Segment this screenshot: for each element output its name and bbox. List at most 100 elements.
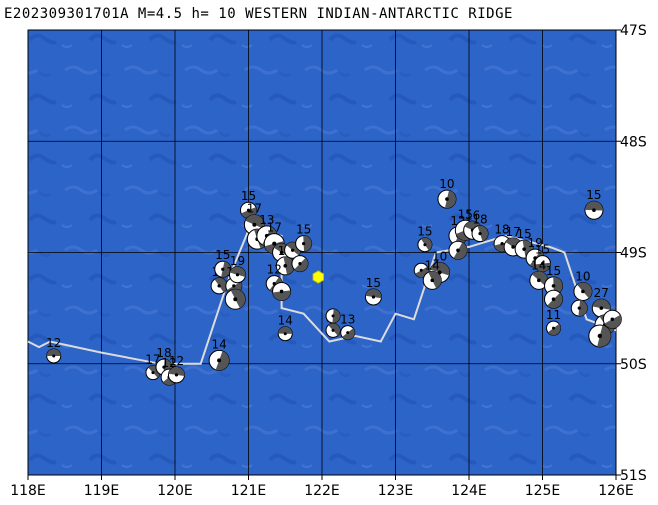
mechanism-center bbox=[279, 250, 284, 255]
compressional-quadrant bbox=[534, 262, 551, 272]
mechanism-center bbox=[371, 295, 376, 299]
lat-tick-label: 48S bbox=[620, 134, 647, 150]
depth-label: 10 bbox=[432, 250, 447, 264]
focal-mechanism bbox=[325, 308, 341, 324]
focal-mechanism: 15 bbox=[417, 225, 433, 253]
depth-label: 15 bbox=[366, 276, 381, 290]
lon-tick-label: 119E bbox=[84, 483, 120, 499]
depth-label: 27 bbox=[594, 286, 609, 300]
mechanism-center bbox=[162, 365, 166, 369]
focal-mechanism: 15 bbox=[584, 188, 604, 220]
compressional-quadrant bbox=[283, 256, 295, 275]
depth-label: 17 bbox=[505, 225, 520, 239]
compressional-quadrant bbox=[221, 261, 231, 278]
mechanism-center bbox=[331, 328, 335, 332]
depth-label: 14 bbox=[278, 314, 293, 328]
depth-label: 10 bbox=[439, 177, 454, 191]
mechanism-center bbox=[272, 241, 277, 246]
lon-tick-label: 125E bbox=[525, 483, 561, 499]
mechanism-center bbox=[423, 243, 427, 247]
depth-label: 18 bbox=[494, 223, 509, 237]
mechanism-center bbox=[217, 284, 221, 288]
compressional-quadrant bbox=[46, 348, 61, 356]
mechanism-center bbox=[500, 242, 504, 246]
mechanism-center bbox=[445, 197, 449, 201]
compressional-quadrant bbox=[168, 366, 185, 376]
mechanism-center bbox=[581, 289, 585, 294]
depth-label: 15 bbox=[296, 223, 311, 237]
mechanism-center bbox=[430, 278, 435, 283]
mechanism-center bbox=[552, 326, 556, 330]
lat-tick-label: 50S bbox=[620, 357, 647, 373]
depth-label: 18 bbox=[472, 213, 487, 227]
lon-tick-label: 120E bbox=[157, 483, 193, 499]
mechanism-center bbox=[419, 268, 423, 272]
mechanism-center bbox=[551, 297, 556, 302]
compressional-quadrant bbox=[332, 308, 341, 323]
mechanism-center bbox=[331, 314, 335, 318]
focal-mechanism bbox=[413, 262, 429, 278]
depth-label: 12 bbox=[46, 336, 61, 350]
mechanism-center bbox=[272, 282, 276, 286]
depth-label: 15 bbox=[535, 243, 550, 257]
mechanism-center bbox=[610, 317, 615, 322]
compressional-quadrant bbox=[547, 323, 561, 336]
depth-label: 18 bbox=[156, 346, 171, 360]
focal-mechanisms: 1217181212151510191415171317151215141513… bbox=[46, 177, 622, 386]
compressional-quadrant bbox=[547, 292, 563, 309]
focal-mechanism: 10 bbox=[573, 269, 593, 301]
compressional-quadrant bbox=[444, 190, 456, 209]
event-marker bbox=[312, 270, 324, 284]
mechanism-center bbox=[283, 332, 287, 336]
depth-label: 19 bbox=[528, 236, 543, 250]
compressional-quadrant bbox=[604, 314, 622, 329]
compressional-quadrant bbox=[592, 299, 611, 310]
compressional-quadrant bbox=[477, 225, 489, 242]
focal-mechanism bbox=[544, 289, 564, 309]
compressional-quadrant bbox=[294, 257, 308, 272]
focal-mechanism bbox=[272, 281, 292, 301]
focal-mechanism: 14 bbox=[208, 337, 230, 371]
mechanism-center bbox=[283, 264, 288, 268]
compressional-quadrant bbox=[420, 237, 432, 251]
longitude-axis: 118E 119E 120E 121E 122E 123E 124E 125E 126E bbox=[10, 475, 634, 499]
focal-mechanism bbox=[224, 288, 246, 310]
focal-mechanism: 12 bbox=[167, 354, 185, 384]
focal-mechanism: 17 bbox=[243, 202, 265, 236]
focal-mechanism: 14 bbox=[422, 258, 442, 290]
focal-mechanism bbox=[570, 299, 588, 317]
epicenter-marker bbox=[312, 270, 324, 284]
focal-mechanism bbox=[602, 309, 622, 329]
focal-mechanism: 15 bbox=[534, 243, 551, 273]
focal-mechanism: 12 bbox=[46, 336, 61, 364]
compressional-quadrant bbox=[245, 214, 265, 229]
compressional-quadrant bbox=[214, 277, 228, 293]
mechanism-center bbox=[599, 306, 604, 310]
mechanism-center bbox=[346, 331, 350, 335]
mechanism-center bbox=[597, 333, 603, 339]
mechanism-center bbox=[511, 245, 515, 249]
depth-label: 14 bbox=[531, 258, 546, 272]
focal-mechanism: 18 bbox=[471, 213, 489, 243]
mechanism-center bbox=[291, 248, 295, 252]
mechanism-center bbox=[478, 231, 482, 236]
mechanism-center bbox=[252, 222, 257, 227]
focal-mechanism: 10 bbox=[429, 250, 451, 284]
focal-mechanism: 15 bbox=[240, 189, 257, 219]
lon-tick-label: 121E bbox=[231, 483, 267, 499]
compressional-quadrant bbox=[272, 290, 291, 301]
lon-tick-label: 124E bbox=[451, 483, 487, 499]
compressional-quadrant bbox=[532, 271, 548, 287]
focal-mechanism: 15 bbox=[364, 276, 382, 306]
mechanism-center bbox=[235, 273, 240, 277]
focal-mechanism: 11 bbox=[546, 308, 561, 336]
mechanism-center bbox=[302, 242, 306, 246]
depth-label: 17 bbox=[247, 202, 262, 216]
compressional-quadrant bbox=[584, 201, 603, 211]
depth-label: 11 bbox=[546, 308, 561, 322]
lon-tick-label: 123E bbox=[378, 483, 414, 499]
compressional-quadrant bbox=[365, 289, 382, 299]
focal-mechanism: 14 bbox=[278, 314, 293, 342]
depth-label: 10 bbox=[575, 269, 590, 283]
